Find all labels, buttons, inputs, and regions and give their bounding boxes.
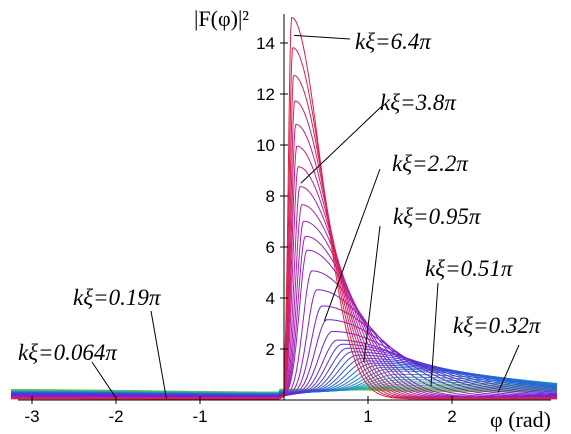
- series-label: kξ=0.19π: [73, 285, 162, 310]
- annotation-leader-line: [323, 168, 381, 322]
- y-tick-label: 8: [266, 187, 275, 206]
- annotation-leader-line: [363, 225, 381, 362]
- x-tick-label: 2: [447, 407, 456, 426]
- annotation-group: kξ=6.4π kξ=3.8π kξ=2.2π kξ=0.95π kξ=0.51π kξ=…: [18, 29, 542, 399]
- annotation-leader-line: [430, 282, 439, 387]
- series-label: kξ=6.4π: [355, 29, 432, 54]
- axes-group: [18, 14, 551, 401]
- series-label: kξ=0.95π: [393, 204, 482, 229]
- y-tick-label: 4: [266, 289, 275, 308]
- x-tick-label: -2: [108, 407, 123, 426]
- x-tick-label: -3: [24, 407, 39, 426]
- annotation-leader-line: [294, 34, 351, 40]
- series-label: kξ=3.8π: [380, 90, 457, 115]
- annotation-leader-line: [497, 344, 520, 393]
- y-tick-label: 14: [256, 34, 275, 53]
- annotation-leader-line: [300, 105, 383, 184]
- annotation-leader-line: [91, 361, 117, 399]
- x-axis-title: φ (rad): [490, 407, 551, 432]
- y-tick-label: 12: [256, 85, 275, 104]
- series-label: kξ=0.51π: [425, 256, 514, 281]
- series-label: kξ=0.064π: [18, 340, 118, 365]
- y-tick-label: 6: [266, 238, 275, 257]
- annotation-leader-line: [150, 310, 167, 399]
- x-tick-label: 1: [363, 407, 372, 426]
- y-tick-label: 10: [256, 136, 275, 155]
- y-tick-label: 2: [266, 340, 275, 359]
- series-label: kξ=0.32π: [453, 313, 542, 338]
- y-axis-title: |F(φ)|²: [194, 6, 249, 31]
- x-tick-label: -1: [192, 407, 207, 426]
- series-label: kξ=2.2π: [392, 151, 469, 176]
